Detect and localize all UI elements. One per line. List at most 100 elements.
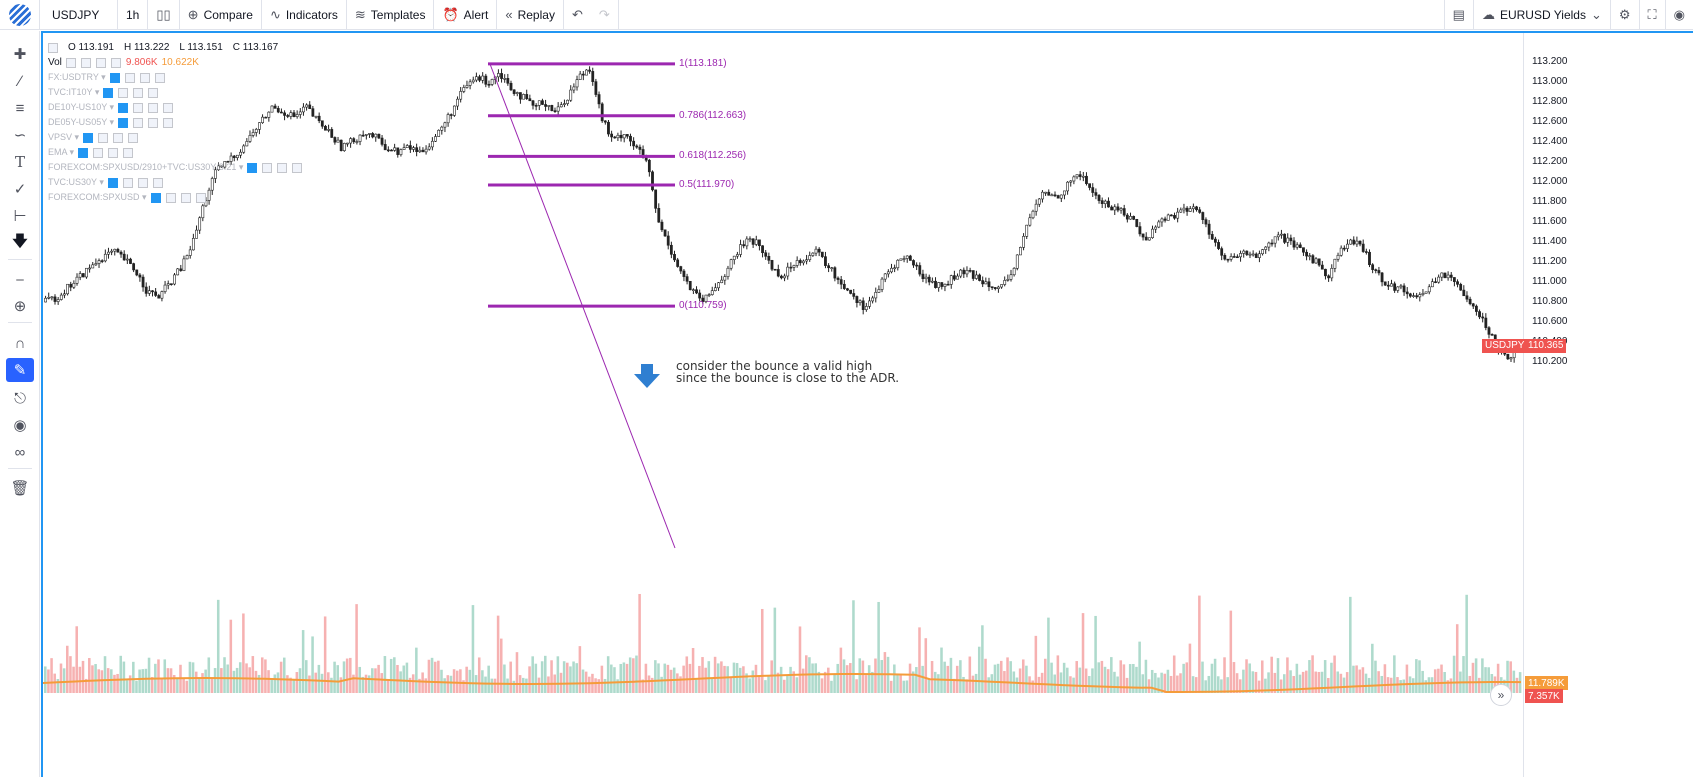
remove-drawings-tool[interactable]: 🗑 [6, 476, 34, 500]
stay-in-drawing-mode-tool[interactable]: ✎ [6, 358, 34, 382]
pattern-tool[interactable]: ✓ [6, 177, 34, 201]
arrow-down-marker[interactable] [634, 364, 660, 388]
add-icon[interactable] [108, 147, 119, 158]
scroll-to-realtime-button[interactable]: » [1490, 684, 1512, 706]
close-icon[interactable] [163, 102, 174, 113]
study-legend-row[interactable]: FX:USDTRY ▾ [48, 70, 303, 85]
undo-button[interactable]: ↶ [564, 0, 591, 30]
study-legend-row[interactable]: DE05Y-US05Y ▾ [48, 115, 303, 130]
symbol-search-button[interactable]: USDJPY [40, 0, 118, 30]
close-icon[interactable] [110, 57, 121, 68]
settings-button[interactable]: ⚙ [1609, 0, 1639, 30]
zoom-tool[interactable]: ⊕ [6, 294, 34, 318]
volume-bar [1232, 662, 1236, 693]
chart-pane[interactable]: O 113.191 H 113.222 L 113.151 C 113.167 … [41, 31, 1693, 777]
chart-type-button[interactable]: ▯▯ [148, 0, 180, 30]
candle-body [997, 286, 1000, 289]
study-legend-row[interactable]: TVC:US30Y ▾ [48, 175, 303, 190]
add-icon[interactable] [113, 132, 124, 143]
settings-icon[interactable] [122, 177, 133, 188]
study-legend-row[interactable]: FOREXCOM:SPXUSD ▾ [48, 190, 303, 205]
add-icon[interactable] [133, 87, 144, 98]
add-icon[interactable] [137, 177, 148, 188]
settings-icon[interactable] [118, 87, 129, 98]
price-chart-canvas[interactable] [43, 33, 1523, 777]
crosshair-tool[interactable]: ✚ [6, 42, 34, 66]
collapse-legend-icon[interactable] [48, 42, 58, 53]
brush-tool[interactable]: ∽ [6, 123, 34, 147]
magnet-tool[interactable]: ∩ [6, 331, 34, 355]
snapshot-button[interactable]: ◉ [1664, 0, 1693, 30]
study-legend-row[interactable]: VPSV ▾ [48, 130, 303, 145]
compare-button[interactable]: ⊕ Compare [180, 0, 262, 30]
eye-icon[interactable] [150, 192, 161, 203]
study-label: DE10Y-US10Y ▾ [48, 102, 115, 112]
add-icon[interactable] [95, 57, 106, 68]
chart-annotation-text[interactable]: consider the bounce a valid high since t… [676, 360, 899, 384]
candle-body [729, 259, 733, 269]
close-icon[interactable] [292, 162, 303, 173]
candle-body [780, 275, 783, 279]
redo-button[interactable]: ↷ [591, 0, 619, 30]
eye-icon[interactable] [118, 117, 129, 128]
templates-button[interactable]: ≋ Templates [347, 0, 435, 30]
alert-button[interactable]: ⏰ Alert [434, 0, 498, 30]
close-icon[interactable] [195, 192, 206, 203]
close-icon[interactable] [152, 177, 163, 188]
study-legend-row[interactable]: DE10Y-US10Y ▾ [48, 100, 303, 115]
interval-button[interactable]: 1h [118, 0, 149, 30]
close-icon[interactable] [148, 87, 159, 98]
add-icon[interactable] [180, 192, 191, 203]
lock-tool[interactable]: ⎋ [6, 386, 34, 410]
layout-select-button[interactable]: ▤ [1443, 0, 1473, 30]
study-legend-row[interactable]: FOREXCOM:SPXUSD/2910+TVC:US30Y/3.21 ▾ [48, 160, 303, 175]
layout-name-button[interactable]: ☁ EURUSD Yields ⌄ [1472, 0, 1610, 30]
candle-body [1047, 191, 1051, 196]
settings-icon[interactable] [93, 147, 104, 158]
eye-icon[interactable] [247, 162, 258, 173]
price-axis[interactable]: 113.200 113.000 112.800 112.600 112.400 112.2… [1482, 33, 1693, 777]
trendline-tool[interactable]: ∕ [6, 69, 34, 93]
eye-icon[interactable] [109, 72, 120, 83]
indicators-button[interactable]: ∿ Indicators [262, 0, 347, 30]
eye-icon[interactable] [65, 57, 76, 68]
fib-tool[interactable]: ≡ [6, 96, 34, 120]
sync-drawings-tool[interactable]: ∞ [6, 440, 34, 464]
fullscreen-button[interactable]: ⛶ [1638, 0, 1665, 30]
chevron-down-icon: ⌄ [1590, 7, 1602, 22]
eye-icon[interactable] [118, 102, 129, 113]
candle-body [280, 111, 283, 114]
settings-icon[interactable] [124, 72, 135, 83]
add-icon[interactable] [148, 117, 159, 128]
close-icon[interactable] [154, 72, 165, 83]
add-icon[interactable] [277, 162, 288, 173]
volume-bar [556, 656, 560, 693]
study-legend-row[interactable]: TVC:IT10Y ▾ [48, 85, 303, 100]
logo-icon[interactable] [0, 0, 40, 30]
settings-icon[interactable] [262, 162, 273, 173]
settings-icon[interactable] [133, 117, 144, 128]
text-tool[interactable]: T [6, 150, 34, 174]
eye-icon[interactable] [83, 132, 94, 143]
study-legend-row[interactable]: EMA ▾ [48, 145, 303, 160]
add-icon[interactable] [139, 72, 150, 83]
volume-bar [1185, 662, 1189, 693]
hide-drawings-tool[interactable]: ◉ [6, 413, 34, 437]
eye-icon[interactable] [78, 147, 89, 158]
eye-icon[interactable] [107, 177, 118, 188]
icon-tool[interactable]: 🡇 [6, 231, 34, 255]
candle-body [635, 145, 639, 148]
replay-button[interactable]: « Replay [497, 0, 564, 30]
settings-icon[interactable] [165, 192, 176, 203]
close-icon[interactable] [123, 147, 134, 158]
settings-icon[interactable] [80, 57, 91, 68]
measure-tool[interactable]: ⎯ [6, 267, 34, 291]
close-icon[interactable] [163, 117, 174, 128]
add-icon[interactable] [148, 102, 159, 113]
eye-icon[interactable] [103, 87, 114, 98]
settings-icon[interactable] [133, 102, 144, 113]
close-icon[interactable] [128, 132, 139, 143]
prediction-tool[interactable]: ⊢ [6, 204, 34, 228]
settings-icon[interactable] [98, 132, 109, 143]
volume-bar [386, 680, 390, 693]
